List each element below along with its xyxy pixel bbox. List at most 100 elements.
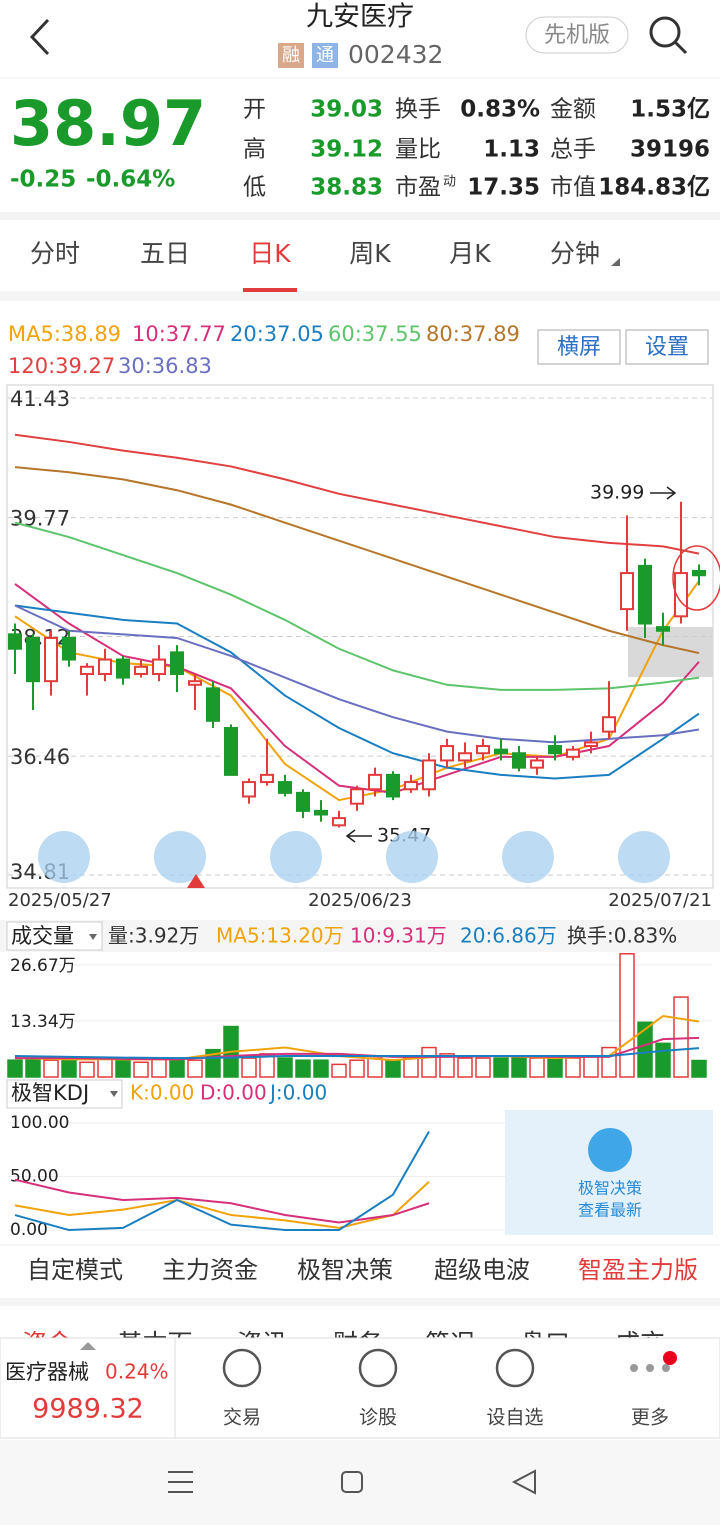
selector: 极智KDJ xyxy=(11,1081,89,1105)
field-label: 开 xyxy=(243,97,266,123)
y-tick-label: 36.46 xyxy=(10,745,70,769)
back-button[interactable] xyxy=(29,18,50,56)
button[interactable] xyxy=(537,329,621,365)
volume-bar xyxy=(61,1059,77,1078)
candle-body xyxy=(566,748,580,758)
change-pct: -0.64% xyxy=(86,167,175,193)
tab[interactable]: 五日 xyxy=(140,239,190,268)
control-button[interactable] xyxy=(386,831,438,883)
volume-bar xyxy=(241,1057,257,1078)
volume-bar xyxy=(277,1057,293,1078)
volume-bar xyxy=(367,1057,383,1078)
nav-icon[interactable] xyxy=(222,1348,262,1388)
volume-bar xyxy=(619,953,635,1078)
tab[interactable]: 分时 xyxy=(30,239,80,268)
y-tick-label: 0.00 xyxy=(10,1220,48,1240)
button[interactable] xyxy=(625,329,709,365)
control-button[interactable] xyxy=(38,831,90,883)
marker xyxy=(187,874,205,888)
field-value: 184.83亿 xyxy=(598,175,710,201)
field-label: 市值 xyxy=(550,175,596,201)
ma-legend: 120:39.27 xyxy=(8,354,115,378)
candle-body xyxy=(404,781,418,791)
control-button[interactable] xyxy=(270,831,322,883)
volume-legend: 20:6.86万 xyxy=(460,924,557,948)
candle-body xyxy=(98,658,112,675)
nav-label[interactable]: 更多 xyxy=(631,1407,669,1429)
volume-bar xyxy=(583,1055,599,1078)
candle-body xyxy=(386,773,400,798)
divider xyxy=(0,1298,720,1306)
panel-header xyxy=(0,920,720,952)
volume-bar xyxy=(25,1057,41,1078)
volume-bar xyxy=(169,1057,185,1078)
x-label: 2025/06/23 xyxy=(308,890,412,911)
feature-tab[interactable]: 智盈主力版 xyxy=(578,1256,698,1284)
nav-label[interactable]: 设自选 xyxy=(486,1407,543,1429)
selector-box[interactable] xyxy=(6,921,103,951)
tag: 融 xyxy=(282,45,300,66)
nav-label[interactable]: 诊股 xyxy=(359,1407,397,1429)
feature-tab[interactable]: 超级电波 xyxy=(434,1256,530,1284)
candle-body xyxy=(62,636,76,661)
stock-name: 九安医疗 xyxy=(306,2,414,33)
mode-label: 先机版 xyxy=(544,23,610,48)
volume-bar xyxy=(691,1059,707,1078)
ma-legend: 80:37.89 xyxy=(426,322,520,346)
ma-line xyxy=(14,580,700,802)
annotation: 39.99 xyxy=(590,482,644,504)
volume-legend: 换手:0.83% xyxy=(567,924,677,948)
button-label: 设置 xyxy=(645,335,689,360)
volume-legend: 量:3.92万 xyxy=(108,924,199,948)
selector-box[interactable] xyxy=(6,1079,123,1109)
y-tick-label: 26.67万 xyxy=(10,956,76,976)
candle-body xyxy=(332,817,346,827)
feature-tab[interactable]: 自定模式 xyxy=(27,1256,123,1284)
control-button[interactable] xyxy=(618,831,670,883)
nav-icon xyxy=(662,1364,670,1372)
up-arrow xyxy=(80,1342,96,1350)
nav-icon[interactable] xyxy=(358,1348,398,1388)
control-button[interactable] xyxy=(154,831,206,883)
candle-body xyxy=(44,636,58,683)
tab[interactable]: 分钟 xyxy=(550,239,600,268)
field-value: 38.83 xyxy=(310,175,383,201)
candle-body xyxy=(314,809,328,816)
volume-bar xyxy=(493,1057,509,1078)
tab[interactable]: 日K xyxy=(249,239,291,268)
system-bar xyxy=(0,1440,720,1525)
ma-line xyxy=(14,604,700,744)
field-label: 总手 xyxy=(550,137,596,163)
field-label-sup: 动 xyxy=(443,175,456,190)
kdj-legend: D:0.00 xyxy=(200,1081,267,1105)
kdj-line xyxy=(14,1181,430,1229)
search-icon[interactable] xyxy=(649,16,681,48)
candle-body xyxy=(80,665,94,675)
volume-bar xyxy=(511,1057,527,1078)
volume-bar xyxy=(349,1059,365,1078)
volume-ma-line xyxy=(14,1047,700,1060)
y-tick-label: 13.34万 xyxy=(10,1012,76,1032)
promo-icon xyxy=(588,1128,632,1172)
tab[interactable]: 月K xyxy=(449,239,491,268)
feature-tab[interactable]: 极智决策 xyxy=(297,1256,393,1284)
tab[interactable]: 周K xyxy=(349,239,391,268)
nav-label[interactable]: 交易 xyxy=(223,1407,261,1429)
control-button[interactable] xyxy=(502,831,554,883)
volume-bar xyxy=(403,1057,419,1078)
system-back[interactable] xyxy=(511,1469,536,1495)
price: 38.97 xyxy=(10,87,206,160)
highlight-ring xyxy=(672,545,720,611)
nav-icon[interactable] xyxy=(495,1348,535,1388)
highlight xyxy=(628,627,713,677)
volume-bar xyxy=(187,1059,203,1078)
button-label: 横屏 xyxy=(557,335,601,360)
feature-tab[interactable]: 主力资金 xyxy=(162,1256,258,1284)
mode-button[interactable] xyxy=(525,16,629,54)
candle-body xyxy=(620,572,634,611)
system-home[interactable] xyxy=(341,1471,363,1493)
candle-body xyxy=(638,564,652,625)
